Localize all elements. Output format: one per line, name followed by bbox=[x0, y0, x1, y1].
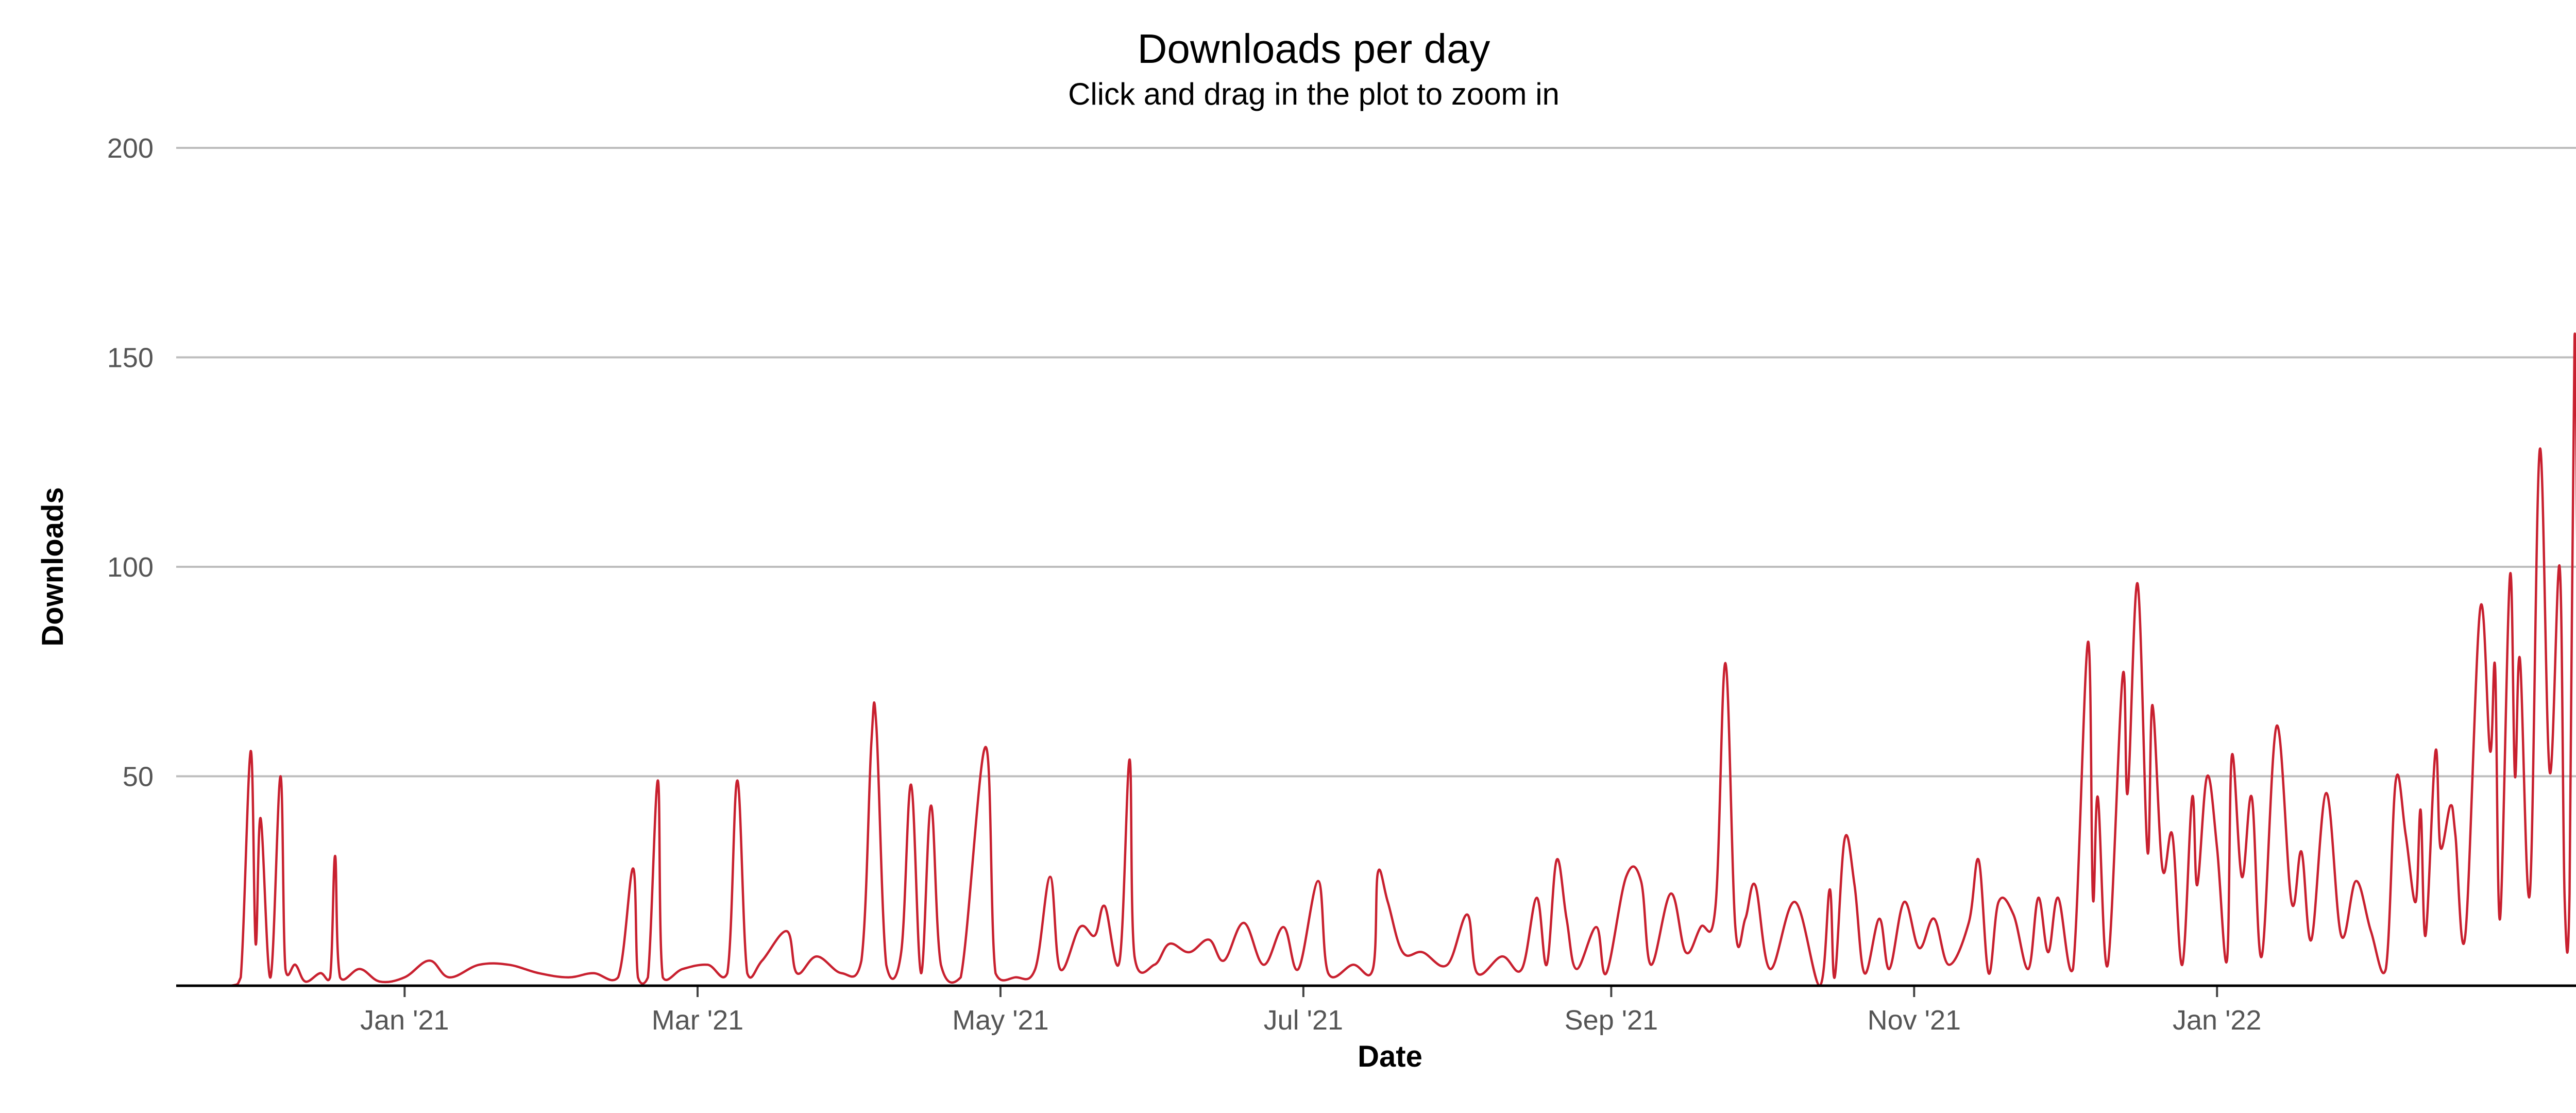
y-tick-label: 200 bbox=[107, 133, 154, 164]
x-tick-label: May '21 bbox=[952, 1005, 1048, 1036]
downloads-series-line[interactable] bbox=[196, 332, 2576, 987]
x-axis-title: Date bbox=[1358, 1040, 1422, 1073]
x-tick-label: Mar '21 bbox=[652, 1005, 743, 1036]
chart-title: Downloads per day bbox=[1138, 26, 1490, 72]
x-tick-label: Jul '21 bbox=[1264, 1005, 1343, 1036]
x-tick-label: Jan '21 bbox=[360, 1005, 449, 1036]
chart-subtitle: Click and drag in the plot to zoom in bbox=[1068, 77, 1560, 111]
y-tick-label: 50 bbox=[123, 762, 154, 792]
y-axis-title: Downloads bbox=[36, 487, 70, 646]
x-axis-ticks: Jan '21 Mar '21 May '21 Jul '21 Sep '21 Nov '… bbox=[360, 986, 2261, 1036]
x-tick-label: Nov '21 bbox=[1868, 1005, 1961, 1036]
y-axis-ticks: 50 100 150 200 bbox=[107, 133, 154, 792]
y-tick-label: 150 bbox=[107, 343, 154, 374]
x-tick-label: Sep '21 bbox=[1565, 1005, 1658, 1036]
plot-area[interactable] bbox=[176, 148, 2576, 986]
y-tick-label: 100 bbox=[107, 552, 154, 583]
x-tick-label: Jan '22 bbox=[2173, 1005, 2261, 1036]
gridlines bbox=[176, 147, 2576, 778]
